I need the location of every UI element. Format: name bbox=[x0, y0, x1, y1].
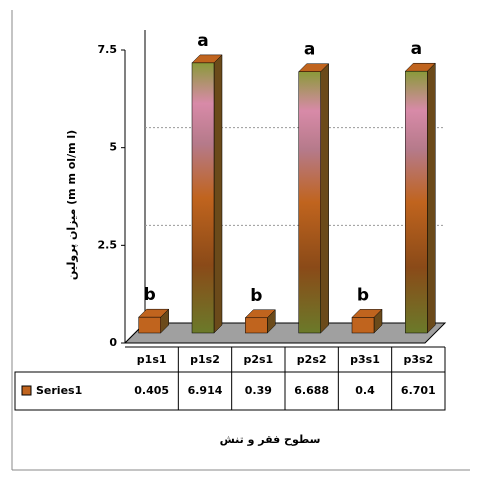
x-tick-label: p1s1 bbox=[137, 353, 167, 366]
x-tick-label: p2s1 bbox=[243, 353, 273, 366]
y-tick-label: 5 bbox=[109, 141, 117, 154]
table-value: 6.914 bbox=[188, 384, 223, 397]
floor bbox=[123, 322, 447, 344]
significance-letter: b bbox=[144, 285, 156, 305]
x-tick-label: p3s2 bbox=[403, 353, 433, 366]
bar bbox=[405, 70, 428, 334]
legend-swatch bbox=[21, 385, 32, 396]
y-tick-label: 2.5 bbox=[98, 238, 118, 251]
bar bbox=[298, 71, 321, 334]
x-axis-label: سطوح فقر و تنش bbox=[220, 433, 321, 446]
side-wall bbox=[124, 30, 146, 344]
table-value: 0.39 bbox=[245, 384, 272, 397]
significance-letter: a bbox=[197, 31, 208, 51]
table-border bbox=[14, 371, 446, 411]
significance-letter: b bbox=[357, 285, 369, 305]
significance-letter: a bbox=[411, 39, 422, 59]
table-value: 6.688 bbox=[294, 384, 329, 397]
y-tick-label: 7.5 bbox=[98, 43, 118, 56]
legend-label: Series1 bbox=[36, 384, 82, 397]
table-value: 6.701 bbox=[401, 384, 436, 397]
bar-side bbox=[213, 54, 223, 334]
y-tick-label: 0 bbox=[109, 336, 117, 349]
significance-letter: a bbox=[304, 40, 315, 60]
bar-side bbox=[320, 63, 329, 334]
x-tick-label: p3s1 bbox=[350, 353, 380, 366]
bar-side bbox=[427, 62, 436, 334]
x-tick-label: p1s2 bbox=[190, 353, 220, 366]
table-value: 0.4 bbox=[355, 384, 375, 397]
table-value: 0.405 bbox=[134, 384, 169, 397]
bar bbox=[191, 62, 215, 334]
significance-letter: b bbox=[250, 286, 262, 306]
bar bbox=[245, 317, 268, 334]
x-tick-label: p2s2 bbox=[297, 353, 327, 366]
bar bbox=[351, 317, 375, 334]
bar bbox=[138, 316, 161, 334]
y-axis-label: میزان پرولین (m m ol/m l) bbox=[65, 130, 78, 280]
